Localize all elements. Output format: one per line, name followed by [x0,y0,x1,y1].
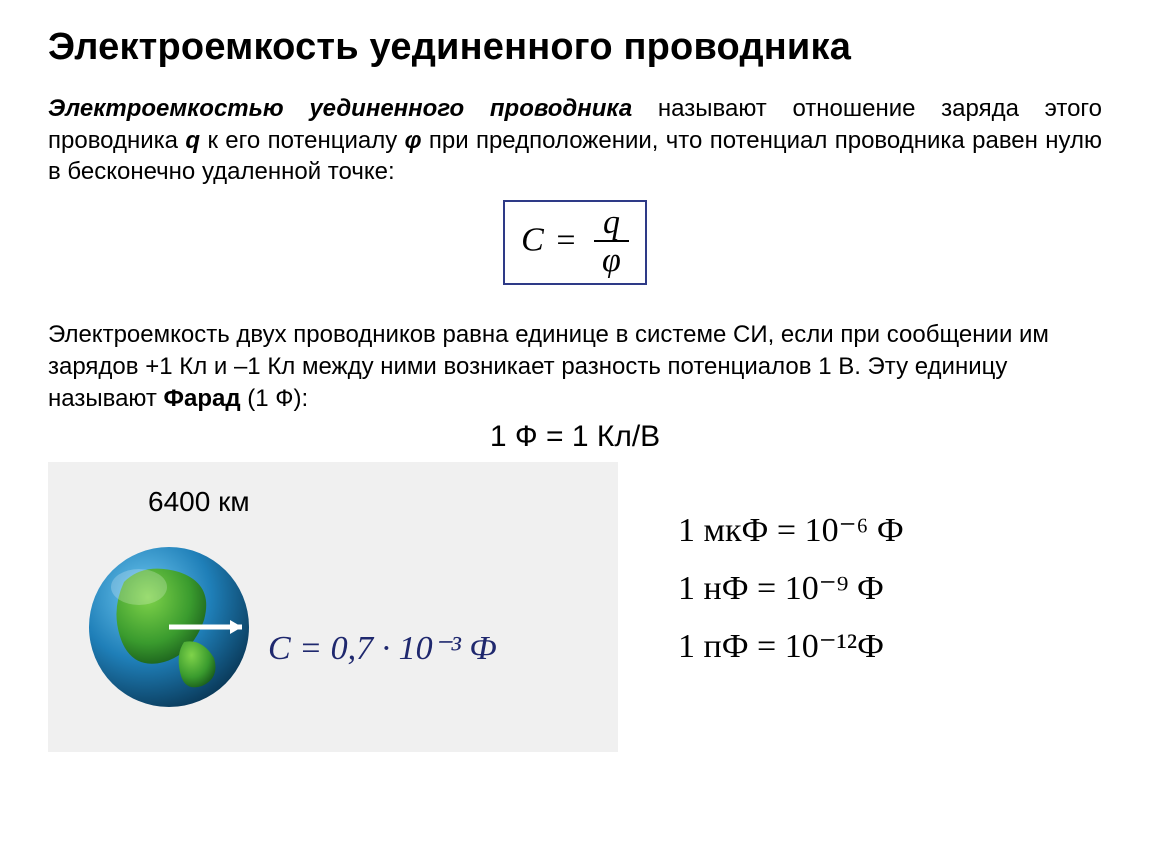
earth-panel: 6400 км [48,462,618,752]
formula-den: φ [594,242,629,279]
formula-fraction: q φ [594,206,629,279]
formula-lhs: C [521,222,544,259]
unit-line-micro: 1 мкФ = 10⁻⁶ Ф [678,502,1102,560]
definition-paragraph: Электроемкостью уединенного проводника н… [48,93,1102,188]
farad-paragraph: Электроемкость двух проводников равна ед… [48,319,1102,414]
earth-icon [84,542,254,712]
definition-term: Электроемкостью уединенного проводника [48,95,632,122]
symbol-phi: φ [405,127,422,154]
earth-radius-label: 6400 км [148,486,250,518]
formula-num: q [594,206,629,242]
unit-line-nano: 1 нФ = 10⁻⁹ Ф [678,560,1102,618]
unit-line-pico: 1 пФ = 10⁻¹²Ф [678,618,1102,676]
def-text-2: к его потенциалу [200,127,405,154]
formula-box: C = q φ [503,200,647,285]
earth-capacitance: C = 0,7 · 10⁻³ Ф [268,628,497,668]
symbol-q: q [185,127,200,154]
slide: Электроемкость уединенного проводника Эл… [0,0,1150,864]
farad-bold: Фарад [164,385,241,412]
page-title: Электроемкость уединенного проводника [48,26,1102,69]
farad-equation: 1 Ф = 1 Кл/В [48,420,1102,454]
formula-eq: = [556,222,575,259]
units-panel: 1 мкФ = 10⁻⁶ Ф 1 нФ = 10⁻⁹ Ф 1 пФ = 10⁻¹… [618,462,1102,675]
farad-text-2: (1 Ф): [241,385,309,412]
formula-main-wrap: C = q φ [48,194,1102,295]
bottom-row: 6400 км [48,462,1102,752]
